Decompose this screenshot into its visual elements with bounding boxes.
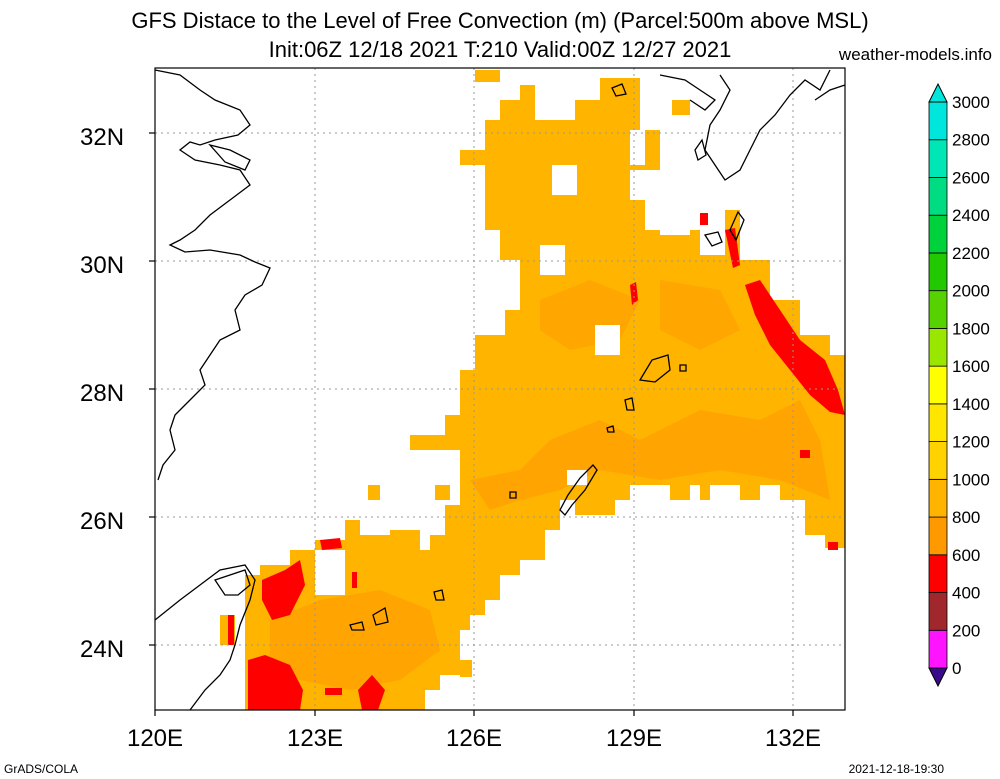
colorbar-segment (928, 139, 948, 178)
colorbar-label: 2000 (952, 282, 990, 301)
colorbar-arrow-high (928, 82, 948, 103)
colorbar-segment (928, 441, 948, 480)
colorbar-label: 1200 (952, 433, 990, 452)
colorbar-segment (928, 177, 948, 216)
lon-label: 126E (446, 725, 502, 752)
lfc-field (220, 70, 845, 710)
software-credit: GrADS/COLA (4, 762, 79, 776)
lon-label: 120E (127, 725, 183, 752)
lon-label: 123E (287, 725, 343, 752)
lat-label: 26N (80, 508, 124, 535)
lon-label: 129E (606, 725, 662, 752)
colorbar-segment (928, 365, 948, 405)
colorbar-label: 800 (952, 508, 980, 527)
map-title: GFS Distace to the Level of Free Convect… (131, 8, 869, 33)
source-credit: weather-models.info (838, 45, 992, 64)
colorbar-label: 1800 (952, 319, 990, 338)
colorbar-segment (928, 629, 948, 669)
colorbar-arrow-low (928, 667, 948, 688)
coastlines (154, 69, 846, 711)
colorbar-segment (928, 101, 948, 141)
colorbar-segment (928, 516, 948, 556)
colorbar-label: 0 (952, 659, 961, 678)
render-timestamp: 2021-12-18-19:30 (848, 762, 944, 776)
colorbar-segment (928, 554, 948, 593)
lfc-red-regions (228, 213, 845, 710)
colorbar-label: 400 (952, 584, 980, 603)
colorbar-label: 1000 (952, 470, 990, 489)
colorbar-segment (928, 214, 948, 254)
colorbar-label: 1400 (952, 395, 990, 414)
lat-label: 28N (80, 380, 124, 407)
colorbar-label: 2800 (952, 131, 990, 150)
lat-label: 30N (80, 252, 124, 279)
colorbar-segment (928, 478, 948, 518)
lat-label: 32N (80, 124, 124, 151)
colorbar-label: 1600 (952, 357, 990, 376)
graticule (155, 68, 845, 710)
colorbar-label: 2600 (952, 168, 990, 187)
colorbar: 0 200 400 600 800 1000 1200 1400 1600 1800 2000 220… (928, 82, 990, 688)
map-subtitle: Init:06Z 12/18 2021 T:210 Valid:00Z 12/2… (268, 37, 732, 62)
colorbar-label: 600 (952, 546, 980, 565)
colorbar-segment (928, 403, 948, 443)
colorbar-segment (928, 592, 948, 631)
colorbar-label: 200 (952, 621, 980, 640)
colorbar-label: 2200 (952, 244, 990, 263)
axis-ticks (149, 132, 794, 716)
colorbar-label: 3000 (952, 93, 990, 112)
colorbar-segment (928, 290, 948, 329)
colorbar-label: 2400 (952, 206, 990, 225)
lon-label: 132E (765, 725, 821, 752)
colorbar-segment (928, 252, 948, 292)
lat-label: 24N (80, 636, 124, 663)
no-data-gaps (315, 130, 690, 595)
colorbar-segment (928, 327, 948, 367)
